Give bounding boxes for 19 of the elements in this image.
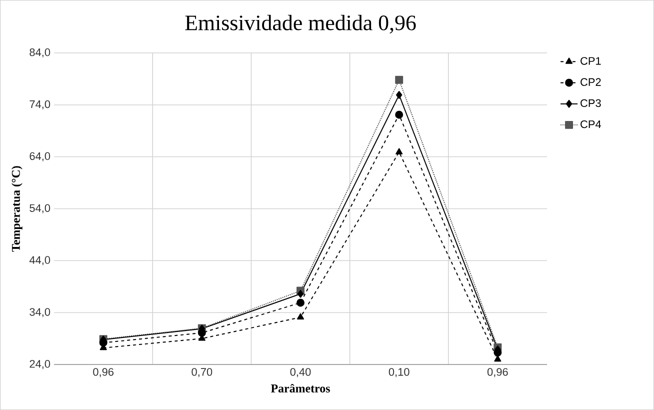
x-tick-label: 0,96	[487, 368, 508, 378]
x-axis-title: Parâmetros	[270, 384, 330, 392]
legend-label: CP3	[580, 99, 601, 107]
y-axis-title: Temperatua (°C)	[12, 166, 22, 252]
legend-label: CP1	[580, 57, 601, 65]
y-tick-label: 84,0	[30, 48, 50, 58]
y-tick-label: 24,0	[30, 360, 50, 370]
x-tick-label: 0,10	[388, 368, 410, 378]
x-tick-label: 0,70	[192, 368, 212, 378]
x-tick-label: 0,96	[93, 368, 114, 378]
legend-label: CP2	[580, 78, 601, 86]
legend-label: CP4	[580, 120, 601, 128]
y-tick-label: 44,0	[29, 256, 50, 266]
y-tick-label: 74,0	[30, 100, 50, 110]
y-tick-label: 64,0	[30, 152, 50, 162]
x-tick-label: 0,40	[290, 368, 311, 378]
y-tick-label: 54,0	[30, 204, 50, 214]
chart-title: Emissividade medida 0,96	[185, 14, 416, 34]
y-tick-label: 34,0	[30, 308, 50, 318]
